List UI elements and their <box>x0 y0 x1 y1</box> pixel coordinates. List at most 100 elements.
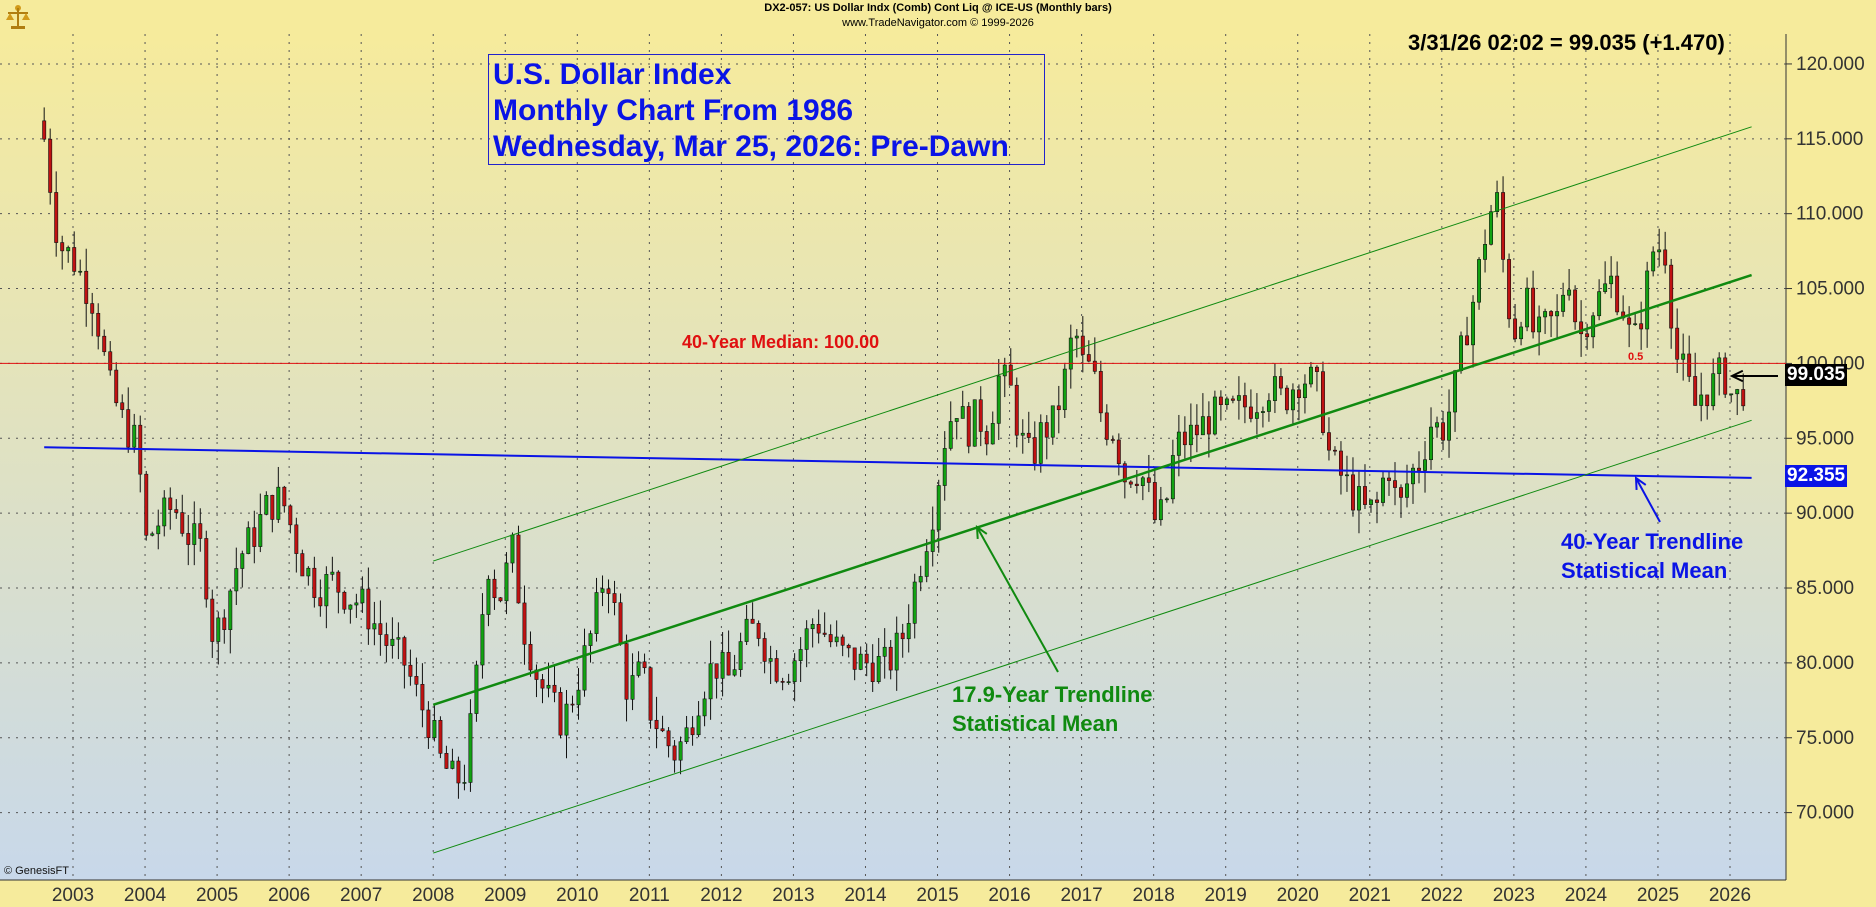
candle-body <box>1074 335 1079 339</box>
last-quote: 3/31/26 02:02 = 99.035 (+1.470) <box>1408 30 1725 55</box>
candle-body <box>426 709 431 739</box>
candle-body <box>1224 398 1229 405</box>
candle-body <box>1537 316 1542 333</box>
candle-body <box>462 782 467 784</box>
candle-body <box>1236 395 1241 401</box>
chart-title-box: U.S. Dollar Index Monthly Chart From 198… <box>488 54 1045 165</box>
genesis-scale-logo-icon <box>6 5 30 29</box>
candle-body <box>1645 270 1650 330</box>
candle-body <box>396 637 401 640</box>
candle-body <box>936 485 941 531</box>
candle-body <box>1603 283 1608 292</box>
y-tick-label: 80.000 <box>1796 653 1854 674</box>
candle-body <box>234 568 239 592</box>
candle-body <box>318 597 323 607</box>
candle-body <box>816 624 821 634</box>
candle-body <box>288 505 293 526</box>
candle-body <box>1387 477 1391 481</box>
candle-body <box>894 632 899 671</box>
candle-body <box>372 623 377 630</box>
candle-body <box>1164 498 1169 501</box>
candle-body <box>336 571 341 593</box>
x-tick-label: 2023 <box>1493 885 1535 906</box>
candle-body <box>888 646 893 671</box>
candle-body <box>498 597 503 602</box>
candle-body <box>870 662 875 682</box>
candle-body <box>738 641 743 670</box>
candle-body <box>516 534 521 604</box>
candle-body <box>768 658 773 662</box>
candle-body <box>420 684 425 711</box>
candle-body <box>156 525 161 535</box>
candle-body <box>1308 366 1313 385</box>
candle-body <box>690 727 695 736</box>
candle-body <box>882 646 887 657</box>
title-line-3: Wednesday, Mar 25, 2026: Pre-Dawn <box>493 130 1009 163</box>
candle-body <box>588 633 593 646</box>
candle-body <box>1284 387 1289 411</box>
candle-body <box>1705 394 1710 407</box>
candle-body <box>1140 477 1145 486</box>
candle-body <box>1369 499 1373 505</box>
candle-body <box>120 402 125 410</box>
candle-body <box>696 715 701 736</box>
candle-body <box>1663 249 1668 266</box>
candle-body <box>582 645 587 691</box>
genesis-copyright: © GenesisFT <box>4 865 69 877</box>
candle-body <box>1218 396 1223 405</box>
candle-body <box>174 509 179 513</box>
candle-body <box>1513 318 1518 340</box>
candle-body <box>1465 335 1469 346</box>
blue-trendline <box>44 446 1752 479</box>
candle-body <box>786 681 791 684</box>
candle-body <box>186 533 191 545</box>
candle-body <box>1032 437 1037 464</box>
candle-body <box>600 588 605 593</box>
y-tick-label: 105.000 <box>1796 279 1865 300</box>
x-tick-label: 2006 <box>268 885 310 906</box>
candle-body <box>1519 326 1524 340</box>
candle-body <box>1507 259 1512 320</box>
x-tick-label: 2013 <box>772 885 814 906</box>
candle-body <box>276 486 281 520</box>
green-mid-trendline <box>432 273 1753 706</box>
candle-body <box>1050 405 1055 438</box>
candle-body <box>342 591 347 610</box>
fib-level-label: 0.5 <box>1628 351 1644 363</box>
candle-body <box>510 534 515 564</box>
candle-body <box>312 567 317 598</box>
candle-body <box>1206 416 1211 435</box>
candle-body <box>102 335 107 353</box>
candle-body <box>456 760 461 784</box>
candle-body <box>528 644 533 671</box>
candle-body <box>1531 287 1536 333</box>
candle-body <box>522 602 527 645</box>
candle-body <box>1555 311 1560 317</box>
candle-body <box>1194 424 1199 436</box>
candle-body <box>402 637 407 666</box>
candle-body <box>1489 211 1494 245</box>
candle-body <box>1711 373 1716 407</box>
candle-body <box>150 533 155 536</box>
candle-body <box>1200 416 1205 436</box>
candle-body <box>918 576 923 583</box>
candle-body <box>432 720 437 739</box>
candle-body <box>1639 323 1644 330</box>
candle-body <box>672 745 677 761</box>
candle-body <box>360 588 365 604</box>
candle-body <box>780 681 785 683</box>
candle-body <box>1405 483 1409 498</box>
candle-body <box>216 617 221 642</box>
y-tick-label: 110.000 <box>1796 204 1863 225</box>
candle-body <box>294 524 299 554</box>
candle-body <box>912 581 917 624</box>
candle-body <box>1435 422 1439 428</box>
candle-body <box>78 270 83 273</box>
x-tick-label: 2025 <box>1637 885 1679 906</box>
candle-body <box>762 638 767 662</box>
candle-body <box>384 634 389 646</box>
y-axis-panel <box>1786 34 1876 880</box>
candle-body <box>1381 477 1385 503</box>
candle-body <box>798 649 803 661</box>
